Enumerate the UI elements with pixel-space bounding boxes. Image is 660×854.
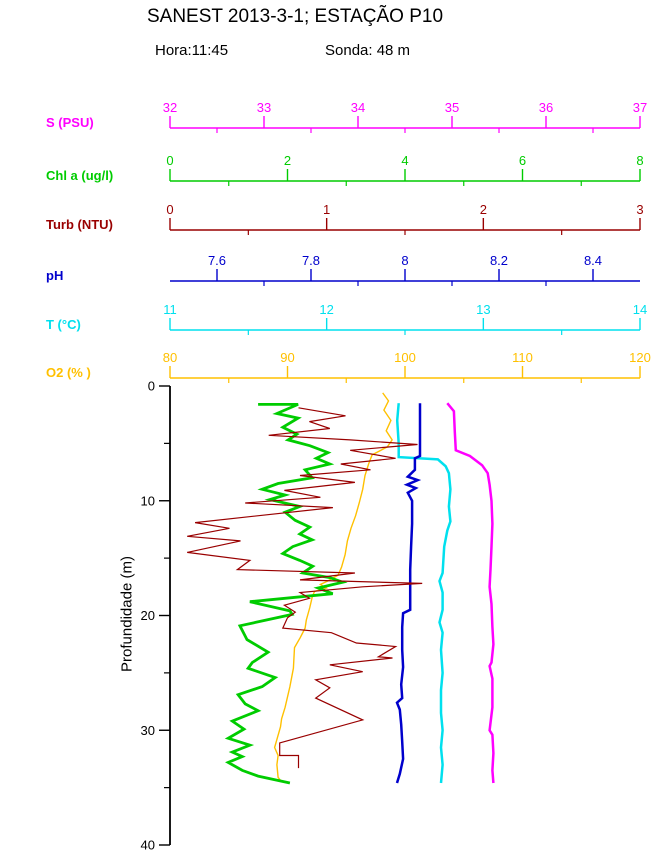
series-temperature-line (395, 403, 452, 784)
axis-label-pH: pH (46, 268, 64, 283)
axis-label-Chl: Chl a (ug/l) (46, 168, 114, 183)
tick-label: 11 (163, 302, 177, 317)
tick-label: 80 (163, 350, 177, 365)
tick-label: 8 (636, 153, 643, 168)
series-turbidity-line (187, 407, 423, 769)
tick-label: 8.4 (584, 253, 602, 268)
depth-axis: 0 10 20 30 40 (141, 379, 171, 853)
tick-label: 120 (629, 350, 651, 365)
axis-Chl: 0 2 4 6 8 (166, 153, 644, 186)
tick-label: 36 (539, 100, 553, 115)
tick-label: 13 (476, 302, 490, 317)
tick-label: 4 (401, 153, 408, 168)
tick-label: 90 (280, 350, 294, 365)
axis-T: 11 12 13 14 (163, 302, 647, 335)
tick-label: 7.8 (302, 253, 320, 268)
axis-label-O2: O2 (% ) (46, 365, 91, 380)
tick-label: 8 (401, 253, 408, 268)
tick-label: 40 (141, 838, 155, 853)
page-title: SANEST 2013-3-1; ESTAÇÃO P10 (146, 6, 444, 27)
tick-label: 110 (512, 350, 533, 365)
tick-label: 1 (323, 202, 330, 217)
tick-label: 35 (445, 100, 459, 115)
series-ph-line (395, 403, 422, 784)
tick-label: 6 (519, 153, 526, 168)
axis-Turb: 0 1 2 3 (166, 202, 644, 235)
hora-label: Hora:11:45 (155, 42, 229, 59)
tick-label: 7.6 (208, 253, 226, 268)
sonda-label: Sonda: 48 m (325, 42, 411, 59)
axis-label-T: T (°C) (46, 317, 81, 332)
tick-label: 33 (257, 100, 271, 115)
axis-pH: 7.6 7.8 8 8.2 8.4 (170, 253, 640, 286)
tick-label: 10 (141, 493, 155, 508)
tick-label: 37 (633, 100, 647, 115)
series-chlorophyll-line (224, 403, 348, 785)
tick-label: 0 (166, 202, 173, 217)
series-oxygen-line (273, 392, 393, 783)
tick-label: 34 (351, 100, 365, 115)
series-salinity-line (446, 402, 495, 784)
axis-label-S: S (PSU) (46, 115, 94, 130)
tick-label: 14 (633, 302, 647, 317)
tick-label: 100 (394, 350, 416, 365)
tick-label: 0 (166, 153, 173, 168)
tick-label: 12 (319, 302, 333, 317)
tick-label: 8.2 (490, 253, 508, 268)
tick-label: 20 (141, 608, 155, 623)
axis-label-Turb: Turb (NTU) (46, 217, 113, 232)
tick-label: 0 (148, 379, 155, 394)
tick-label: 32 (163, 100, 177, 115)
tick-label: 2 (284, 153, 291, 168)
tick-label: 2 (480, 202, 487, 217)
axis-S: 32 33 34 35 36 37 (163, 100, 647, 133)
tick-label: 30 (141, 723, 155, 738)
axis-O2: 80 90 100 110 120 (163, 350, 651, 383)
tick-label: 3 (636, 202, 643, 217)
